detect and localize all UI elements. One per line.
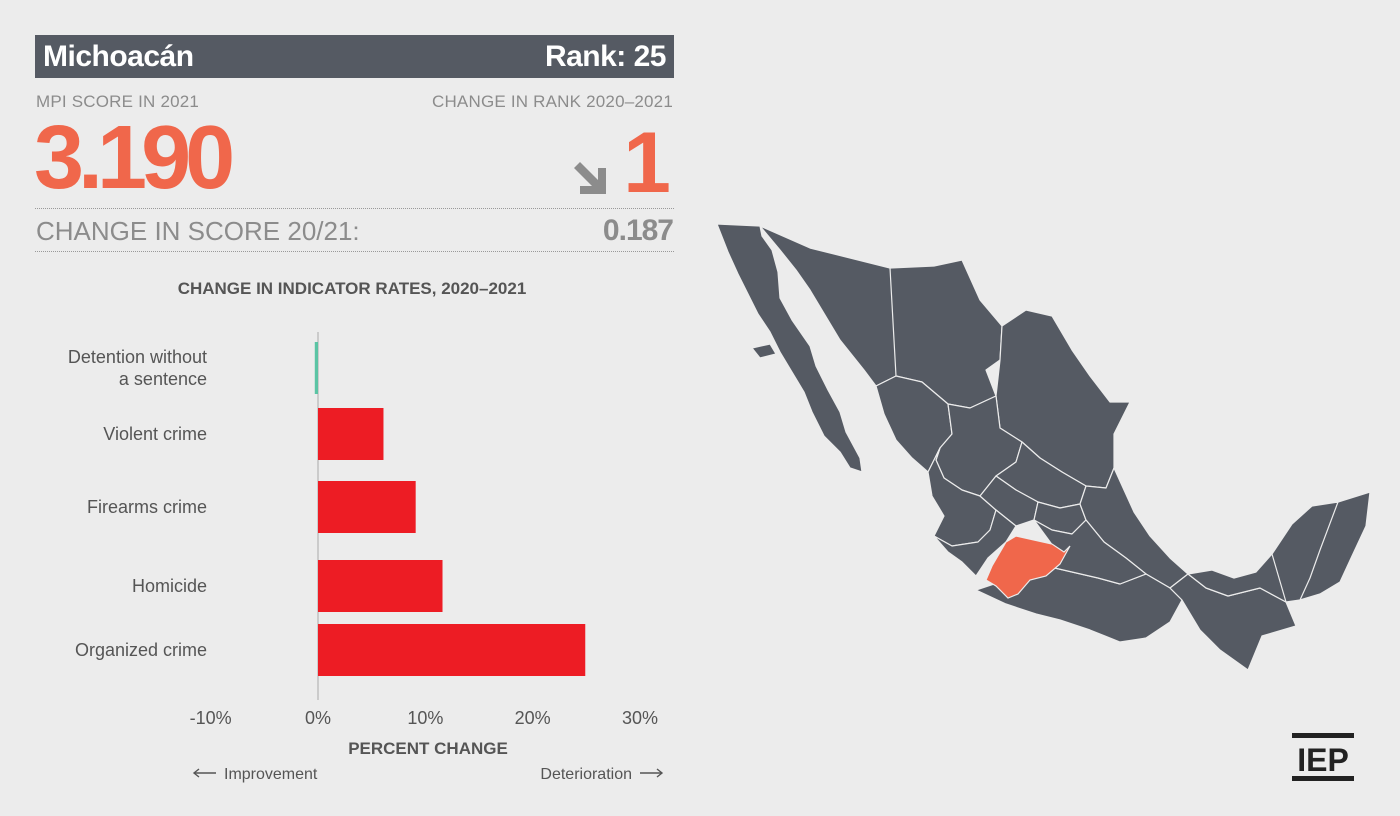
rank-change-value: 1 xyxy=(623,115,671,211)
bar-detention-without-a-sentence xyxy=(314,342,318,394)
mexico-states xyxy=(716,223,1371,671)
category-label: Firearms crime xyxy=(87,497,207,517)
iep-logo: IEP xyxy=(1292,733,1354,781)
improvement-note: Improvement xyxy=(192,766,318,783)
chart-title: CHANGE IN INDICATOR RATES, 2020–2021 xyxy=(178,279,527,298)
deterioration-note: Deterioration xyxy=(540,766,664,783)
michoacan-highlight xyxy=(985,535,1071,599)
x-tick-label: 0% xyxy=(305,708,331,728)
state-rank: Rank: 25 xyxy=(544,39,667,73)
x-tick-label: 20% xyxy=(515,708,551,728)
bar-organized-crime xyxy=(318,624,586,676)
mpi-score-label: MPI SCORE IN 2021 xyxy=(36,92,200,111)
mexico-map xyxy=(716,223,1371,671)
category-label: Violent crime xyxy=(103,424,207,444)
arrow-down-right-icon xyxy=(574,162,606,194)
x-tick-label: -10% xyxy=(190,708,232,728)
category-label: Detention without a sentence xyxy=(68,347,207,389)
mpi-score-value: 3.190 xyxy=(34,108,235,208)
improvement-label: Improvement xyxy=(224,766,318,783)
divider xyxy=(35,251,674,252)
x-axis-label: PERCENT CHANGE xyxy=(348,739,508,758)
deterioration-label: Deterioration xyxy=(540,766,632,783)
title-bar: Michoacán Rank: 25 xyxy=(35,35,674,78)
bar-firearms-crime xyxy=(318,481,416,533)
iep-logo-text: IEP xyxy=(1297,742,1349,778)
divider xyxy=(35,208,674,209)
category-label: Organized crime xyxy=(75,640,207,660)
x-tick-label: 10% xyxy=(407,708,443,728)
indicator-bar-chart: CHANGE IN INDICATOR RATES, 2020–2021 Det… xyxy=(68,279,664,783)
bar-violent-crime xyxy=(318,408,384,460)
score-change-label: CHANGE IN SCORE 20/21: xyxy=(36,216,360,246)
state-name: Michoacán xyxy=(43,39,194,73)
score-change-value: 0.187 xyxy=(602,214,674,247)
bar-homicide xyxy=(318,560,443,612)
x-tick-label: 30% xyxy=(622,708,658,728)
rank-change-label: CHANGE IN RANK 2020–2021 xyxy=(431,92,673,111)
category-label: Homicide xyxy=(132,576,207,596)
